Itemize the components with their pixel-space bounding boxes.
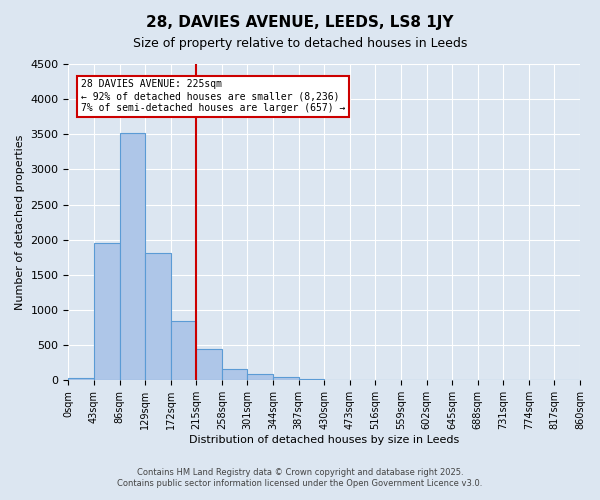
Bar [145,253,171,380]
X-axis label: Distribution of detached houses by size in Leeds: Distribution of detached houses by size … [189,435,460,445]
Bar [222,370,247,380]
Bar [247,374,273,380]
Bar [171,322,196,380]
Bar [94,244,119,380]
Y-axis label: Number of detached properties: Number of detached properties [15,134,25,310]
Text: Contains HM Land Registry data © Crown copyright and database right 2025.
Contai: Contains HM Land Registry data © Crown c… [118,468,482,487]
Text: 28 DAVIES AVENUE: 225sqm
← 92% of detached houses are smaller (8,236)
7% of semi: 28 DAVIES AVENUE: 225sqm ← 92% of detach… [81,80,346,112]
Bar [68,378,94,380]
Bar [273,377,299,380]
Bar [299,379,324,380]
Bar [196,348,222,380]
Text: Size of property relative to detached houses in Leeds: Size of property relative to detached ho… [133,38,467,51]
Text: 28, DAVIES AVENUE, LEEDS, LS8 1JY: 28, DAVIES AVENUE, LEEDS, LS8 1JY [146,15,454,30]
Bar [119,133,145,380]
